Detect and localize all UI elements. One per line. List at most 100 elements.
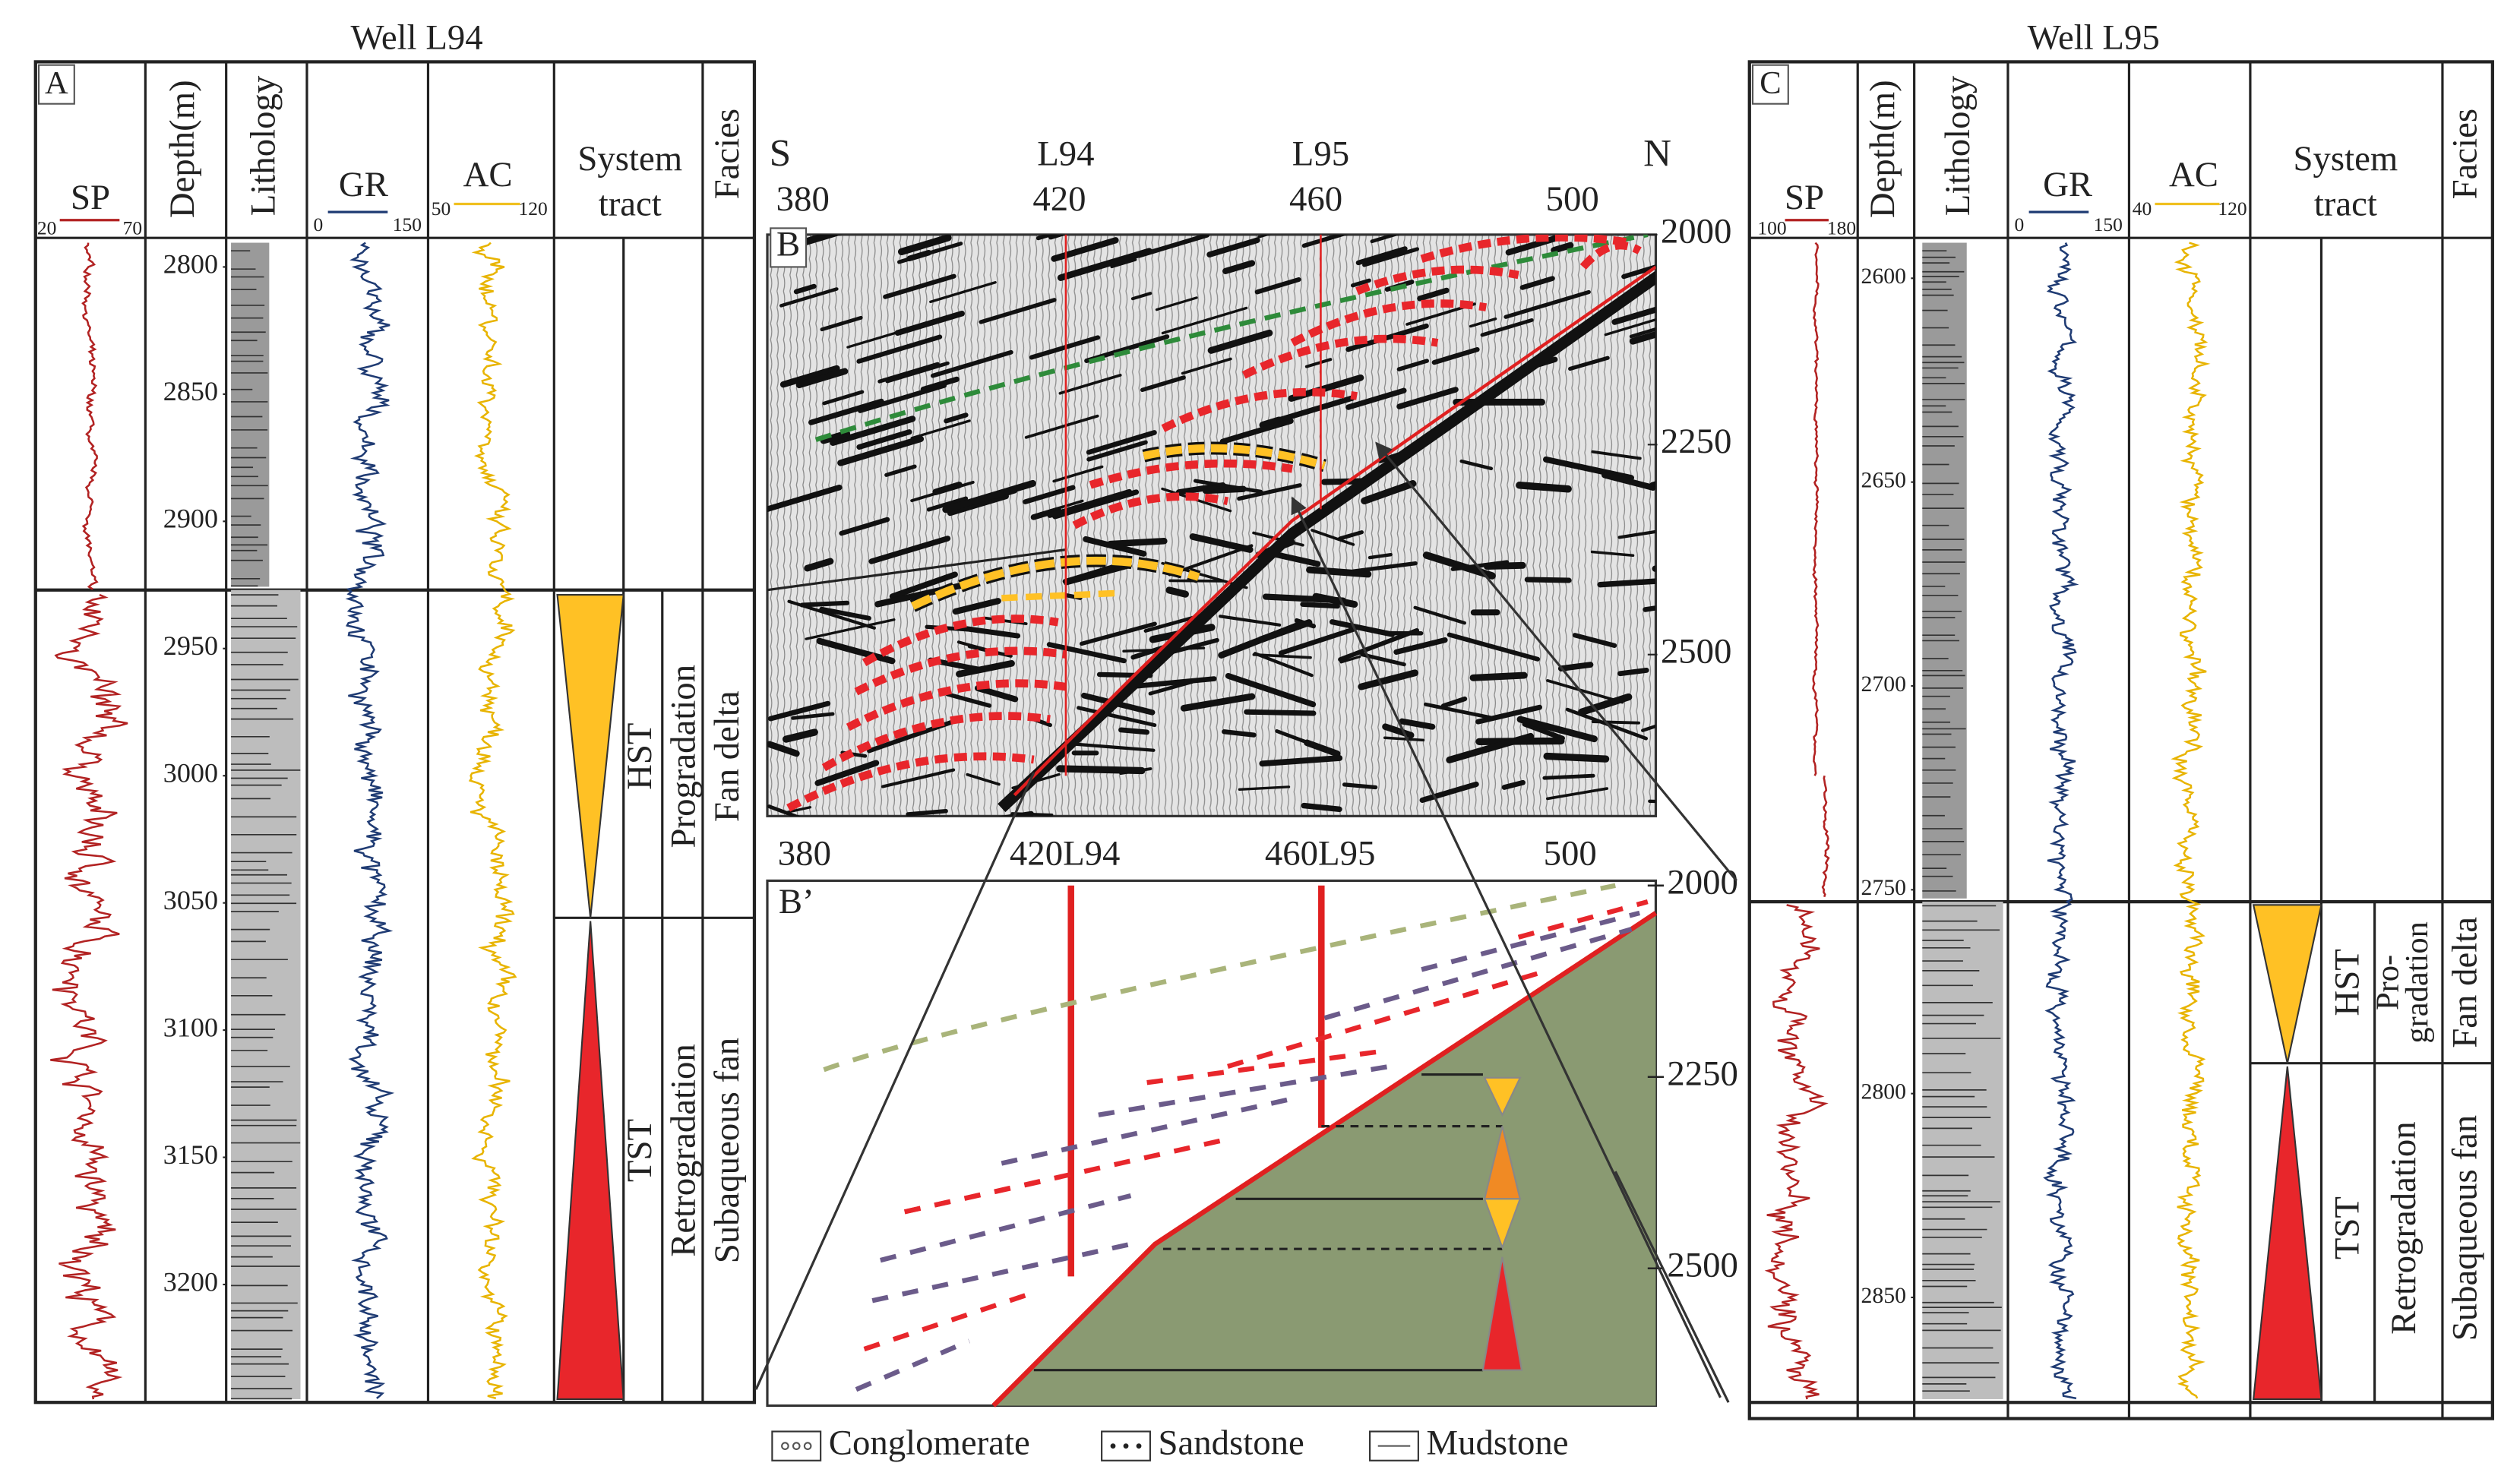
seismic-event xyxy=(1086,440,1148,462)
label: 500 xyxy=(1544,833,1597,873)
seismic-event xyxy=(964,626,1021,639)
seismic-event xyxy=(1413,605,1466,625)
basement xyxy=(993,912,1656,1406)
seismic-event xyxy=(897,234,952,256)
red-reflector xyxy=(1355,265,1519,295)
seismic-event xyxy=(1140,375,1186,393)
seismic-event xyxy=(1275,729,1325,750)
seismic-event xyxy=(1077,706,1157,728)
seismic-event xyxy=(822,390,865,406)
seismic-event xyxy=(1393,637,1448,655)
seismic-event xyxy=(1253,652,1314,678)
seismic-event xyxy=(767,741,800,757)
label: 2900 xyxy=(163,504,218,534)
seismic-event xyxy=(1419,781,1479,803)
label: 40 xyxy=(2133,197,2152,220)
label: 0 xyxy=(2014,213,2024,235)
label: 2650 xyxy=(1861,467,1907,492)
seismic-event xyxy=(1037,499,1084,516)
label: System xyxy=(577,139,682,179)
seismic-event xyxy=(920,376,960,393)
seismic-event xyxy=(1370,234,1401,244)
seismic-event xyxy=(1311,529,1355,546)
log-curve xyxy=(1764,904,1829,1400)
model-reflector xyxy=(904,1177,1051,1215)
label: Pro- xyxy=(2370,955,2406,1010)
legend-symbol xyxy=(792,1442,801,1450)
seismic-event xyxy=(926,496,969,512)
label: 180 xyxy=(1827,216,1856,239)
seismic-event xyxy=(837,435,925,466)
yellow-horizon xyxy=(1143,444,1326,470)
red-reflector xyxy=(1579,241,1642,270)
seismic-event xyxy=(1424,702,1494,720)
seismic-event xyxy=(1629,327,1656,339)
seismic-event xyxy=(1259,755,1343,767)
seismic-event xyxy=(1110,258,1137,269)
red-reflector xyxy=(1161,387,1358,432)
label: 100 xyxy=(1757,216,1786,239)
label: 120 xyxy=(2218,197,2246,220)
seismic-event xyxy=(1522,721,1565,741)
seismic-event xyxy=(1629,330,1656,345)
seismic-event xyxy=(1447,632,1540,662)
label: 460 xyxy=(1289,179,1342,219)
seismic-event xyxy=(830,416,916,446)
label: 380 xyxy=(776,179,830,219)
seismic-event xyxy=(1568,355,1610,371)
seismic-event xyxy=(1469,317,1497,328)
seismic-event xyxy=(1355,246,1408,266)
label: System xyxy=(2294,139,2398,179)
seismic-event xyxy=(767,485,843,512)
seismic-event xyxy=(1597,578,1656,588)
label: A xyxy=(45,65,68,101)
label: tract xyxy=(599,184,662,223)
label: 2850 xyxy=(1861,1283,1907,1308)
seismic-event xyxy=(856,429,912,450)
label: 3150 xyxy=(163,1139,218,1170)
seismic-event xyxy=(1578,693,1633,716)
seismic-event xyxy=(1641,724,1656,732)
legend-symbol xyxy=(781,1442,789,1450)
red-reflector xyxy=(1290,299,1488,347)
label: Retrogradation xyxy=(2384,1121,2424,1335)
model-reflector xyxy=(823,883,1616,1073)
seismic-event xyxy=(1207,329,1273,354)
seismic-event xyxy=(1219,418,1294,444)
label: 0 xyxy=(314,213,324,235)
panel-letter-box xyxy=(37,64,75,105)
seismic-event xyxy=(1155,296,1198,311)
seismic-event xyxy=(1189,533,1254,553)
seismic-event xyxy=(1339,655,1361,664)
seismic-event xyxy=(1345,323,1429,352)
seismic-event xyxy=(1361,480,1417,504)
label: L94 xyxy=(1037,134,1094,174)
seismic-event xyxy=(1649,481,1656,488)
label: Mudstone xyxy=(1427,1423,1569,1462)
label: 2850 xyxy=(163,376,218,406)
seismic-event xyxy=(1399,718,1436,730)
rule xyxy=(754,772,1036,1390)
red-reflector xyxy=(786,752,1035,812)
seismic-event xyxy=(1422,551,1496,580)
label: N xyxy=(1643,133,1671,175)
seismic-event xyxy=(1056,765,1146,775)
label: Depth(m) xyxy=(163,80,202,218)
seismic-event xyxy=(885,361,950,384)
seismic-event xyxy=(1083,536,1147,557)
model-reflector xyxy=(1001,1096,1293,1166)
seismic-event xyxy=(1501,779,1526,790)
red-reflector xyxy=(854,646,1067,696)
seismic-event xyxy=(1503,289,1591,319)
seismic-event xyxy=(1469,671,1528,681)
rule xyxy=(1614,1171,1730,1403)
seismic-event xyxy=(814,760,880,786)
label: Subaqueous fan xyxy=(707,1038,747,1263)
panel-frame xyxy=(1747,60,2494,1420)
label: Well L94 xyxy=(350,17,482,57)
label: Progradation xyxy=(663,665,703,848)
label: GR xyxy=(339,165,389,204)
seismic-event xyxy=(816,637,896,665)
seismic-event xyxy=(1383,736,1425,742)
